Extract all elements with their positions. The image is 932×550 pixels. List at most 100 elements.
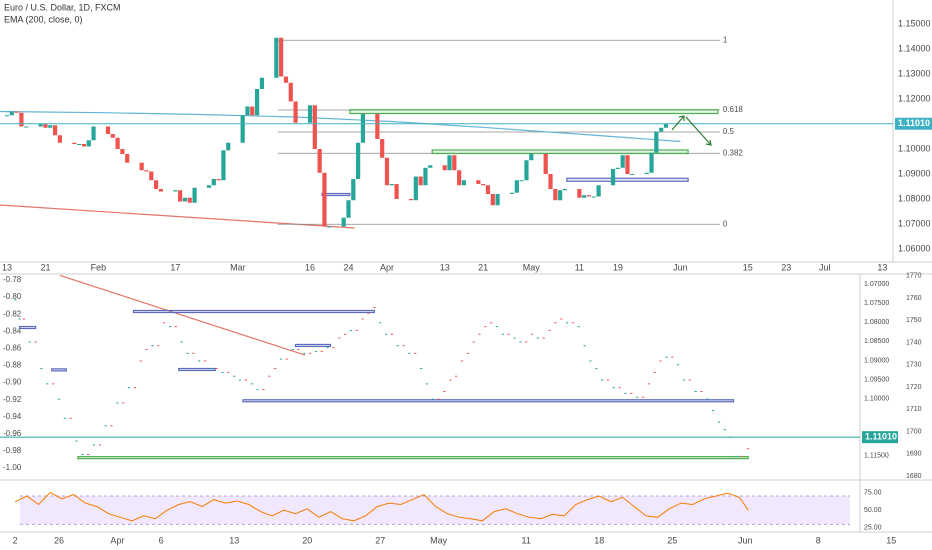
- candle: [250, 106, 255, 116]
- candle: [543, 154, 548, 174]
- candle: [240, 115, 245, 143]
- candle: [14, 111, 19, 113]
- arrow-head: [705, 139, 712, 146]
- ema-line: [0, 110, 681, 143]
- candle: [322, 172, 327, 227]
- candle: [320, 350, 323, 352]
- candle: [69, 417, 72, 419]
- candle: [402, 345, 405, 347]
- candle: [327, 226, 332, 228]
- candle: [43, 124, 48, 128]
- y2-tick-label: -0.90: [3, 378, 22, 387]
- y-tick-label: 1.15000: [898, 18, 931, 28]
- candle: [22, 318, 26, 320]
- candle: [536, 337, 540, 339]
- candle: [428, 165, 433, 168]
- x-tick-label: Feb: [91, 262, 107, 272]
- x-tick-label: Jun: [738, 535, 753, 545]
- candle: [418, 176, 423, 186]
- x-tick-label: 15: [886, 535, 896, 545]
- candle: [649, 152, 654, 173]
- candle: [57, 135, 62, 143]
- candle: [293, 101, 298, 123]
- candle: [449, 379, 452, 381]
- candle: [437, 398, 440, 400]
- candle: [641, 396, 645, 398]
- candle: [490, 194, 495, 206]
- zone: [431, 149, 689, 155]
- candle: [379, 322, 382, 324]
- candle: [110, 425, 113, 427]
- x-tick-label: 11: [522, 535, 531, 545]
- candle: [712, 410, 715, 412]
- zone: [349, 109, 719, 115]
- candle: [18, 318, 21, 320]
- rsi-band: [20, 496, 850, 525]
- candle: [122, 402, 125, 404]
- y3-tick-label: 1740: [906, 339, 922, 346]
- candle: [144, 170, 149, 172]
- last-price-tag: [895, 117, 932, 130]
- candle: [158, 189, 163, 192]
- x-tick-label: 21: [478, 262, 488, 272]
- x-tick-label: 8: [816, 535, 821, 545]
- zone: [178, 367, 216, 372]
- y-tick-label: 1.08000: [898, 193, 931, 203]
- x-tick-label: Mar: [230, 262, 246, 272]
- candle: [694, 391, 697, 392]
- candle: [149, 171, 154, 181]
- x-tick-label: 23: [781, 262, 791, 272]
- candle: [747, 448, 750, 450]
- candle: [9, 111, 14, 116]
- candle: [606, 379, 610, 381]
- candle: [542, 337, 545, 339]
- candle: [326, 347, 329, 349]
- candle: [461, 180, 467, 186]
- candle: [513, 337, 516, 339]
- y-tick-label: 1.08500: [864, 338, 889, 345]
- x-tick-label: 11: [575, 262, 584, 272]
- candle: [361, 318, 364, 320]
- candle: [115, 137, 120, 149]
- candle: [485, 185, 491, 194]
- candle: [255, 89, 260, 116]
- y3-tick-label: 1700: [906, 428, 922, 435]
- candle: [414, 352, 417, 354]
- candle: [560, 318, 563, 320]
- y3-tick-label: 1730: [906, 362, 922, 369]
- candle: [618, 387, 621, 389]
- candle: [98, 444, 101, 446]
- candle: [120, 149, 125, 154]
- y-tick-label: 1.08000: [864, 319, 889, 326]
- candle: [478, 333, 481, 335]
- y3-tick-label: 1720: [906, 384, 922, 391]
- x-tick-label: May: [430, 535, 448, 545]
- y3-tick-label: 1710: [906, 406, 922, 413]
- zone: [566, 177, 689, 182]
- candle: [268, 375, 271, 377]
- y-tick-label: 1.09000: [864, 357, 889, 364]
- candle: [481, 184, 486, 186]
- candle: [262, 389, 265, 391]
- candle: [390, 333, 393, 335]
- candle: [589, 360, 592, 362]
- candle: [688, 379, 691, 381]
- candle: [548, 329, 551, 331]
- x-tick-label: 16: [305, 262, 315, 272]
- candle: [227, 371, 230, 373]
- candle: [250, 383, 253, 385]
- candle: [490, 322, 493, 324]
- candle: [139, 360, 142, 362]
- arrow-up: [671, 115, 685, 131]
- candle: [495, 326, 499, 328]
- candle: [419, 368, 423, 370]
- candle: [741, 455, 744, 457]
- x-tick-label: 21: [40, 262, 50, 272]
- candle: [591, 196, 596, 198]
- candle: [63, 417, 66, 419]
- hourly-panel: 2 26 Apr 6 13 20 27 May 11 18 25 Jun 8 15 1.11500 1.100…: [0, 273, 922, 545]
- candle: [659, 360, 662, 362]
- candle: [77, 144, 82, 145]
- candle: [259, 77, 265, 89]
- zone: [132, 309, 375, 314]
